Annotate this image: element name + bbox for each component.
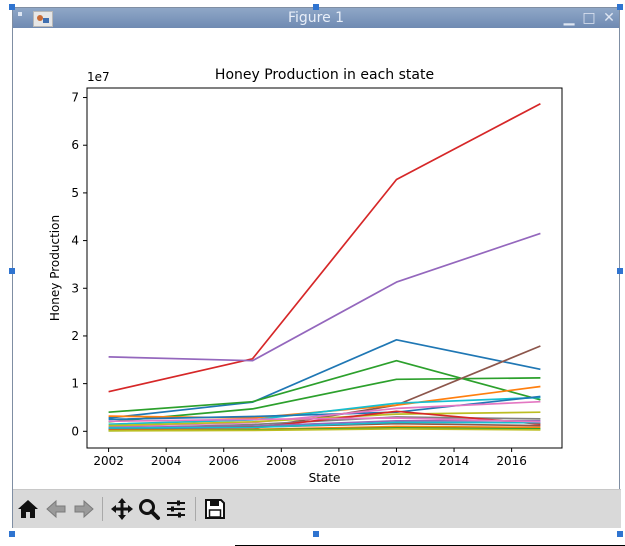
configure-subplots-icon	[167, 500, 185, 518]
y-tick-label: 4	[71, 234, 79, 248]
y-tick-label: 3	[71, 281, 79, 295]
series-line-5	[108, 377, 541, 423]
y-offset-label: 1e7	[87, 70, 110, 84]
chart-svg: 2002 2004 2006 2008 2010 2012 2014 2016 0 1 2 3 4 5 6 7…	[48, 67, 563, 485]
x-tick-label: 2006	[208, 454, 239, 468]
series-line-14	[108, 419, 541, 429]
series-line-19	[108, 428, 541, 432]
selection-handle[interactable]	[9, 268, 15, 274]
forward-arrow-icon	[74, 499, 94, 519]
x-axis-label: State	[309, 471, 341, 485]
figure-window: Figure 1 ▁ □ ✕ 2002 2004 2006 2008 2010 2012 2…	[12, 7, 621, 528]
y-tick-label: 1	[71, 377, 79, 391]
series-line-18	[108, 421, 541, 429]
pan-button[interactable]	[109, 496, 135, 522]
back-arrow-icon	[46, 499, 66, 519]
maximize-icon[interactable]: □	[582, 10, 596, 26]
toolbar-separator	[195, 497, 196, 521]
minimize-icon[interactable]: ▁	[563, 10, 575, 26]
x-tick-label: 2002	[93, 454, 124, 468]
toolbar-separator	[102, 497, 103, 521]
series-line-10	[108, 400, 541, 428]
series-line-2	[108, 232, 541, 362]
series-line-13	[108, 410, 541, 431]
plot-canvas[interactable]: 2002 2004 2006 2008 2010 2012 2014 2016 0 1 2 3 4 5 6 7…	[13, 28, 621, 489]
x-tick-label: 2012	[381, 454, 412, 468]
plot-frame	[86, 87, 563, 449]
selection-handle[interactable]	[313, 531, 319, 537]
close-icon[interactable]: ✕	[603, 10, 615, 26]
x-tick-label: 2008	[266, 454, 297, 468]
selection-handle[interactable]	[617, 531, 623, 537]
series-line-3	[108, 338, 541, 419]
selection-handle[interactable]	[9, 4, 15, 10]
window-title: Figure 1	[287, 10, 345, 26]
figure-app-icon	[33, 11, 53, 27]
configure-subplots-button[interactable]	[163, 496, 189, 522]
y-tick-label: 6	[71, 138, 79, 152]
back-button[interactable]	[43, 496, 69, 522]
selection-handle[interactable]	[617, 268, 623, 274]
series-line-4	[108, 359, 541, 414]
series-line-20	[108, 417, 541, 423]
selection-handle[interactable]	[617, 4, 623, 10]
home-button[interactable]	[15, 496, 41, 522]
home-icon	[18, 500, 38, 518]
zoom-icon	[139, 499, 160, 520]
forward-button[interactable]	[71, 496, 97, 522]
selection-handle[interactable]	[313, 4, 319, 10]
zoom-button[interactable]	[136, 496, 162, 522]
y-tick-label: 7	[71, 91, 79, 105]
series-line-1	[108, 102, 541, 393]
pan-icon	[111, 498, 133, 520]
y-tick-label: 0	[71, 424, 79, 438]
save-icon	[205, 499, 225, 519]
chart-title: Honey Production in each state	[215, 67, 434, 83]
save-button[interactable]	[202, 496, 228, 522]
x-tick-label: 2004	[151, 454, 182, 468]
navigation-toolbar	[13, 489, 621, 528]
y-tick-label: 5	[71, 186, 79, 200]
title-bar[interactable]: Figure 1 ▁ □ ✕	[13, 8, 619, 28]
window-menu-icon[interactable]	[18, 12, 22, 16]
y-tick-label: 2	[71, 329, 79, 343]
x-tick-label: 2010	[324, 454, 355, 468]
x-tick-label: 2014	[439, 454, 470, 468]
x-tick-label: 2016	[496, 454, 527, 468]
series-line-8	[108, 396, 541, 426]
y-axis-label: Honey Production	[48, 215, 62, 321]
selection-handle[interactable]	[9, 531, 15, 537]
